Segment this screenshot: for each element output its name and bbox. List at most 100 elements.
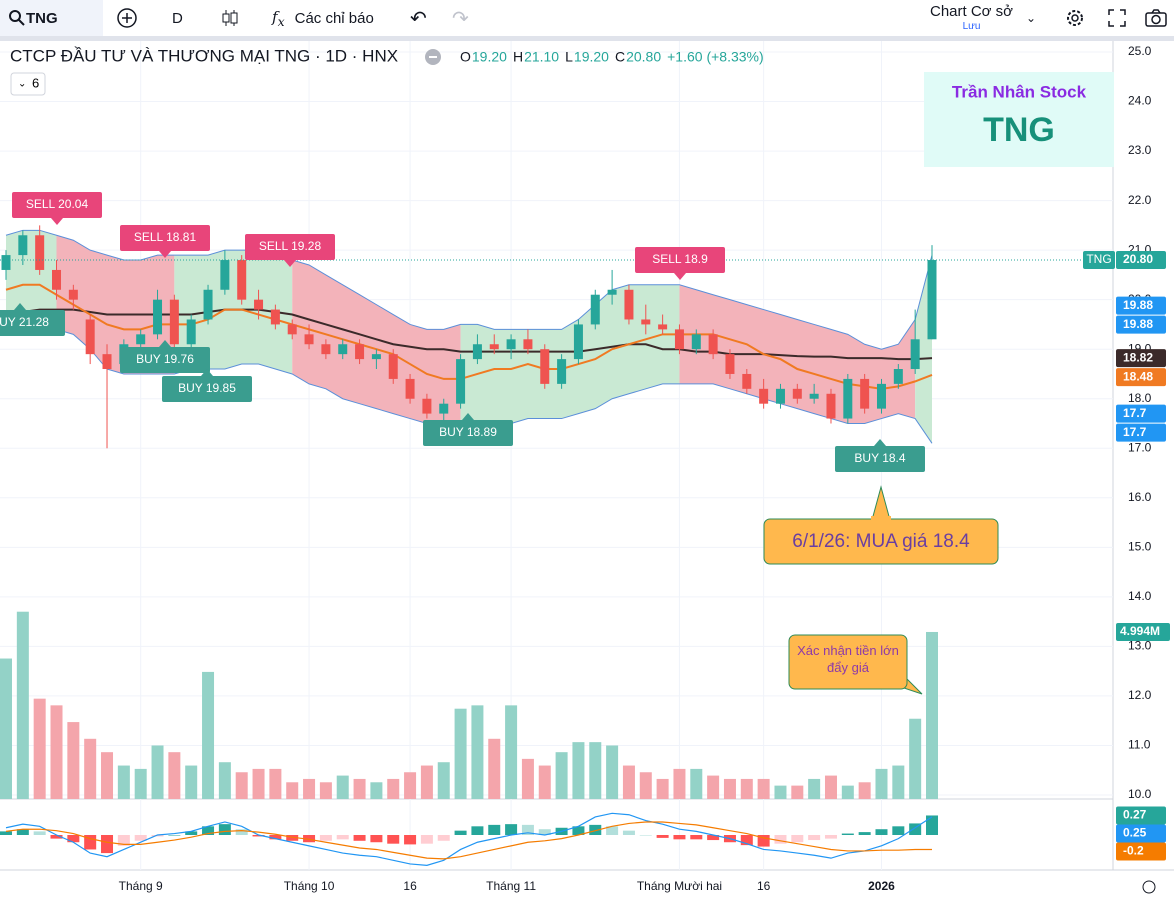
y-tick-label: 16.0	[1128, 490, 1152, 504]
interval[interactable]: D	[172, 9, 183, 27]
macd-histogram-bar	[774, 835, 787, 844]
last-price-badge	[1116, 251, 1166, 270]
macd-histogram-bar	[538, 829, 551, 835]
macd-badge	[1116, 806, 1166, 825]
signal-label: BUY 18.4	[854, 451, 905, 465]
macd-histogram-bar	[185, 831, 198, 835]
signal-label: SELL 18.81	[134, 230, 197, 244]
macd-histogram-bar	[572, 826, 585, 835]
volume-bar	[235, 772, 248, 799]
candle-body	[759, 388, 769, 404]
candle-body	[422, 398, 432, 414]
signal-box	[120, 347, 210, 373]
signal-box	[120, 225, 210, 251]
volume-bar	[269, 768, 282, 799]
candle-body	[169, 299, 179, 345]
collapse-button[interactable]	[10, 72, 46, 96]
volume-bar	[387, 778, 400, 799]
volume-bar	[656, 778, 669, 799]
add-symbol[interactable]	[116, 0, 138, 36]
fullscreen[interactable]	[1106, 0, 1128, 36]
macd-histogram-bar	[690, 835, 703, 840]
indicator-badge-label: 18.48	[1123, 369, 1153, 383]
y-tick-label: 17.0	[1128, 440, 1152, 454]
candle-body	[876, 383, 886, 409]
x-tick-label: 16	[757, 879, 771, 893]
layout-caret[interactable]: ⌄	[1026, 11, 1037, 25]
toolbar: TNG D fx Các chỉ báo ↶ ↷ Chart Cơ sở Lưu …	[0, 0, 1174, 37]
volume-bar	[926, 631, 938, 799]
x-tick-label: Tháng 9	[119, 879, 163, 893]
x-tick-label: Tháng Mười hai	[637, 879, 722, 893]
volume-bar	[454, 708, 467, 799]
macd-histogram-bar	[471, 826, 484, 835]
candle-body	[658, 324, 668, 330]
macd-histogram-bar	[134, 835, 147, 841]
macd-histogram-bar	[808, 835, 821, 841]
symbol: TNG	[26, 9, 58, 27]
y-tick-label: 13.0	[1128, 639, 1152, 653]
ohlc-key: L	[565, 49, 573, 65]
signal-arrow	[159, 251, 171, 258]
signal-label: BUY 21.28	[0, 315, 49, 329]
macd-histogram-bar	[909, 823, 922, 835]
ohlc-key: H	[513, 49, 523, 65]
redo[interactable]: ↷	[452, 7, 469, 30]
candle-body	[489, 344, 499, 350]
volume-bar	[707, 775, 720, 799]
indicator-badge	[1116, 296, 1166, 315]
volume-bar	[538, 765, 551, 799]
volume-bar	[875, 768, 888, 799]
signal-arrow	[201, 369, 213, 376]
candle-body	[237, 260, 247, 300]
signal-box	[245, 234, 335, 260]
callout-text: Xác nhận tiền lớn đẩy giá	[797, 643, 899, 675]
snapshot[interactable]	[1144, 0, 1168, 36]
chart-type[interactable]	[220, 0, 240, 36]
indicators-label: Các chỉ báo	[294, 9, 374, 27]
x-tick-label: 16	[403, 879, 417, 893]
macd-histogram-bar	[639, 835, 652, 836]
watermark-box	[924, 72, 1114, 167]
candle-body	[270, 309, 280, 325]
volume-bar	[0, 658, 12, 799]
signal-arrow	[284, 260, 296, 267]
time-axis-settings[interactable]	[1142, 880, 1156, 894]
indicator-badge-label: 18.82	[1123, 350, 1153, 364]
signal-box	[423, 420, 513, 446]
candle-body	[893, 369, 903, 384]
layout-menu[interactable]: Chart Cơ sở Lưu	[930, 0, 1013, 36]
candle-body	[573, 324, 583, 360]
signal-box	[162, 376, 252, 402]
macd-histogram-bar	[303, 835, 316, 843]
volume-bar	[151, 745, 164, 799]
band-zone	[679, 284, 916, 424]
ohlc-key: C	[615, 49, 625, 65]
macd-histogram-bar	[16, 829, 29, 835]
volume-bar	[555, 752, 568, 799]
macd-histogram-bar	[488, 824, 501, 835]
macd-histogram-bar	[707, 835, 720, 841]
candle-body	[18, 235, 28, 256]
settings[interactable]	[1064, 0, 1086, 36]
y-tick-label: 22.0	[1128, 193, 1152, 207]
candle-body	[102, 354, 112, 370]
candle-body	[35, 235, 45, 270]
signal-arrow	[14, 303, 26, 310]
macd-histogram-bar	[420, 835, 433, 844]
volume-bar	[572, 742, 585, 799]
signal-line	[5, 821, 932, 860]
macd-histogram-bar	[151, 835, 164, 837]
change: +1.60 (+8.33%)	[667, 49, 764, 65]
symbol-search[interactable]: TNG	[0, 0, 103, 36]
signal-arrow	[462, 413, 474, 420]
candle-body	[607, 289, 617, 295]
undo[interactable]: ↶	[410, 7, 427, 30]
macd-histogram-bar	[353, 835, 366, 841]
macd-histogram-bar	[218, 824, 231, 835]
macd-histogram-bar	[841, 833, 854, 835]
indicators-button[interactable]: fx Các chỉ báo	[272, 7, 374, 29]
candle-body	[540, 349, 550, 384]
macd-histogram-bar	[33, 831, 46, 835]
volume-bar	[437, 762, 450, 799]
